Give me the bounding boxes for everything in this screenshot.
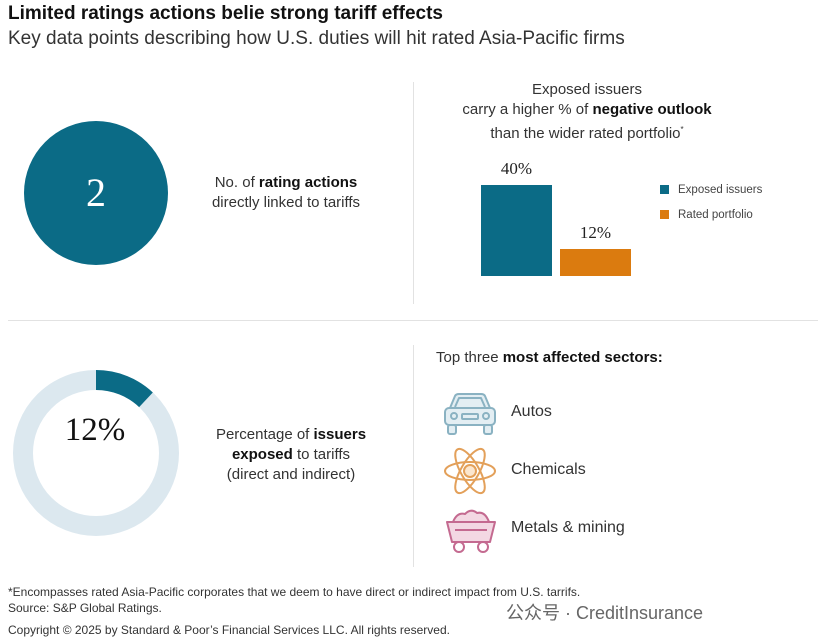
sector-label-chemicals: Chemicals xyxy=(511,461,586,478)
vertical-divider-top xyxy=(413,82,414,304)
sectors-title-bold: most affected sectors: xyxy=(502,349,663,366)
bar-value-label: 40% xyxy=(500,159,533,178)
sectors-title-pre: Top three xyxy=(436,349,503,366)
chart-subtitle: Key data points describing how U.S. duti… xyxy=(8,28,625,49)
footnote: *Encompasses rated Asia-Pacific corporat… xyxy=(8,585,581,599)
legend-item-exposed: Exposed issuers xyxy=(660,184,762,196)
exposed-caption-post1: to tariffs xyxy=(292,446,351,463)
sector-label-autos: Autos xyxy=(511,403,552,420)
car-icon xyxy=(444,393,496,435)
exposed-caption: Percentage of issuers exposed to tariffs… xyxy=(196,425,386,485)
bar-chart-caption-line1: Exposed issuers xyxy=(531,81,643,98)
exposure-donut xyxy=(13,370,179,536)
donut-track xyxy=(13,370,179,536)
legend-swatch-exposed xyxy=(660,185,669,194)
rating-actions-circle xyxy=(24,121,168,265)
donut-center-label: 12% xyxy=(64,412,126,448)
legend-item-rated: Rated portfolio xyxy=(660,209,753,221)
bar-rated-portfolio xyxy=(560,248,631,276)
bar-value-label: 12% xyxy=(579,222,612,242)
chart-title: Limited ratings actions belie strong tar… xyxy=(8,3,443,24)
bar-chart-caption-line3: than the wider rated portfolio xyxy=(490,125,681,142)
bar-chart-caption: Exposed issuers carry a higher % of nega… xyxy=(452,80,722,144)
sectors-title: Top three most affected sectors: xyxy=(436,349,663,366)
legend-label-exposed: Exposed issuers xyxy=(678,184,763,196)
exposed-caption-bold1: issuers xyxy=(313,426,367,443)
exposed-caption-pre: Percentage of xyxy=(215,426,314,443)
legend-label-rated: Rated portfolio xyxy=(678,209,753,221)
mine-cart-icon xyxy=(446,509,496,553)
horizontal-divider xyxy=(8,320,818,321)
rating-actions-caption-bold: rating actions xyxy=(258,174,358,191)
atom-icon xyxy=(444,447,496,495)
rating-actions-value: 2 xyxy=(86,170,106,215)
bar-chart-caption-line2-bold: negative outlook xyxy=(592,101,712,118)
exposed-caption-bold2: exposed xyxy=(231,446,293,463)
bar-chart-caption-marker: * xyxy=(680,125,684,134)
source-note: Source: S&P Global Ratings. xyxy=(8,601,162,615)
copyright-note: Copyright © 2025 by Standard & Poor’s Fi… xyxy=(8,623,450,637)
rating-actions-caption-pre: No. of xyxy=(214,174,259,191)
donut-arc xyxy=(95,370,153,408)
watermark: 公众号 · CreditInsurance xyxy=(506,603,704,623)
bar-chart-caption-line2-pre: carry a higher % of xyxy=(462,101,593,118)
rating-actions-caption: No. of rating actions directly linked to… xyxy=(186,173,386,213)
legend-swatch-rated xyxy=(660,210,669,219)
vertical-divider-bottom xyxy=(413,345,414,567)
rating-actions-caption-post: directly linked to tariffs xyxy=(211,194,361,211)
sector-label-metals: Metals & mining xyxy=(511,519,625,536)
exposed-caption-post2: (direct and indirect) xyxy=(226,466,356,483)
bar-exposed-issuers xyxy=(481,185,552,276)
